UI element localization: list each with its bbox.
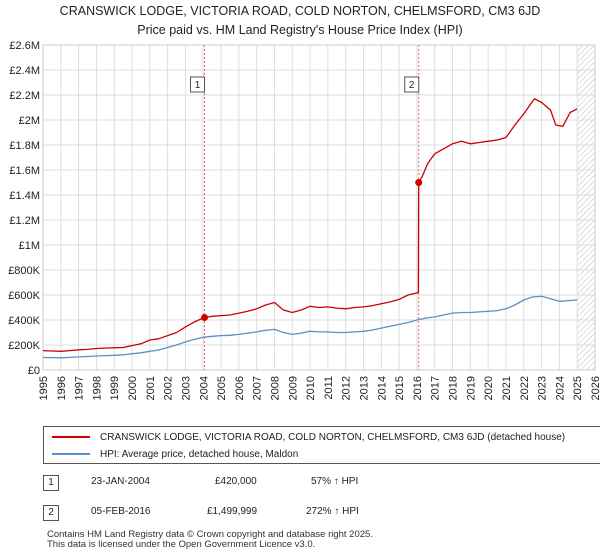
- x-tick-label: 1995: [38, 376, 50, 400]
- chart-title-line: CRANSWICK LODGE, VICTORIA ROAD, COLD NOR…: [59, 4, 541, 18]
- transaction-date: 05-FEB-2016: [91, 506, 151, 517]
- transaction-date: 23-JAN-2004: [91, 476, 150, 487]
- footer-licence: This data is licensed under the Open Gov…: [47, 539, 316, 550]
- x-tick-label: 2012: [341, 376, 353, 400]
- marker-label-2: 2: [409, 80, 415, 91]
- y-tick-label: £1M: [19, 240, 40, 252]
- footer: Contains HM Land Registry data © Crown c…: [47, 530, 373, 550]
- x-tick-label: 2020: [483, 376, 495, 400]
- y-tick-label: £1.4M: [9, 190, 40, 202]
- legend-hpi-label: HPI: Average price, detached house, Mald…: [100, 448, 299, 460]
- x-tick-label: 1999: [109, 376, 121, 400]
- marker-box-2: [404, 76, 420, 93]
- x-tick-label: 2019: [465, 376, 477, 400]
- y-tick-label: £200K: [8, 340, 40, 352]
- transaction-hpi: 272% ↑ HPI: [306, 506, 359, 517]
- x-tick-label: 2010: [305, 376, 317, 400]
- x-tick-label: 2026: [590, 376, 600, 400]
- x-tick-label: 2021: [501, 376, 513, 400]
- footer-copyright: Contains HM Land Registry data © Crown c…: [47, 529, 373, 540]
- transaction-row-1: 1 23-JAN-2004 £420,000 57% ↑ HPI: [43, 475, 583, 493]
- y-tick-label: £1.8M: [9, 140, 40, 152]
- x-tick-label: 1998: [91, 376, 103, 400]
- x-tick-label: 2024: [554, 376, 566, 400]
- legend-property-swatch: [52, 436, 90, 438]
- x-tick-label: 2006: [234, 376, 246, 400]
- plot-background: [43, 45, 595, 370]
- transaction-price: £1,499,999: [207, 506, 258, 517]
- sale-point-1: [201, 314, 209, 321]
- marker-box-1: [190, 76, 206, 93]
- y-tick-label: £600K: [8, 290, 40, 302]
- transaction-hpi: 57% ↑ HPI: [311, 476, 359, 487]
- transaction-marker-2: 2: [43, 505, 59, 521]
- x-tick-label: 2013: [359, 376, 371, 400]
- x-tick-label: 1996: [56, 376, 68, 400]
- x-tick-label: 2001: [145, 376, 157, 400]
- transaction-price: £420,000: [215, 476, 257, 487]
- x-tick-label: 2015: [394, 376, 406, 400]
- x-tick-label: 2000: [127, 376, 139, 400]
- y-tick-label: £2.2M: [9, 90, 40, 102]
- x-tick-label: 2003: [180, 376, 192, 400]
- legend-item-property: CRANSWICK LODGE, VICTORIA ROAD, COLD NOR…: [52, 429, 565, 445]
- y-tick-label: £1.2M: [9, 215, 40, 227]
- hpi-line: [42, 295, 578, 359]
- x-tick-label: 2007: [252, 376, 264, 400]
- plot-area: £0 £200K £400K £600K £800K £1M £1.2M £1.4M £1.6M…: [8, 40, 600, 400]
- y-tick-label: £800K: [8, 265, 40, 277]
- marker-label-1: 1: [195, 80, 201, 91]
- transaction-row-2: 2 05-FEB-2016 £1,499,999 272% ↑ HPI: [43, 505, 583, 523]
- x-tick-label: 2004: [198, 376, 210, 400]
- x-tick-label: 2016: [412, 376, 424, 400]
- chart-title: CRANSWICK LODGE, VICTORIA ROAD, COLD NOR…: [0, 2, 600, 40]
- y-tick-label: £1.6M: [9, 165, 40, 177]
- plot-frame: [42, 44, 596, 371]
- x-tick-label: 2002: [163, 376, 175, 400]
- y-tick-label: £2M: [19, 115, 40, 127]
- x-tick-label: 2017: [430, 376, 442, 400]
- legend-hpi-swatch: [52, 453, 90, 455]
- y-tick-label: £2.4M: [9, 65, 40, 77]
- x-tick-label: 2009: [287, 376, 299, 400]
- x-tick-label: 2018: [448, 376, 460, 400]
- x-tick-label: 1997: [74, 376, 86, 400]
- sale-point-2: [415, 179, 423, 187]
- transaction-marker-1: 1: [43, 475, 59, 491]
- forecast-hatch: [577, 45, 595, 370]
- x-tick-label: 2008: [269, 376, 281, 400]
- x-tick-label: 2014: [376, 376, 388, 400]
- legend-item-hpi: HPI: Average price, detached house, Mald…: [52, 446, 298, 462]
- x-tick-label: 2025: [572, 376, 584, 400]
- x-tick-label: 2005: [216, 376, 228, 400]
- legend-property-label: CRANSWICK LODGE, VICTORIA ROAD, COLD NOR…: [100, 431, 566, 443]
- price-chart: £0 £200K £400K £600K £800K £1M £1.2M £1.4M £1.6M…: [8, 40, 600, 400]
- y-tick-label: £2.6M: [9, 40, 40, 52]
- y-tick-label: £400K: [8, 315, 40, 327]
- chart-subtitle: Price paid vs. HM Land Registry's House …: [137, 23, 463, 37]
- x-tick-label: 2022: [519, 376, 531, 400]
- legend: CRANSWICK LODGE, VICTORIA ROAD, COLD NOR…: [43, 426, 600, 464]
- x-tick-label: 2023: [537, 376, 549, 400]
- y-tick-label: £0: [28, 365, 40, 377]
- property-price-line: [42, 98, 578, 352]
- x-tick-label: 2011: [323, 376, 335, 400]
